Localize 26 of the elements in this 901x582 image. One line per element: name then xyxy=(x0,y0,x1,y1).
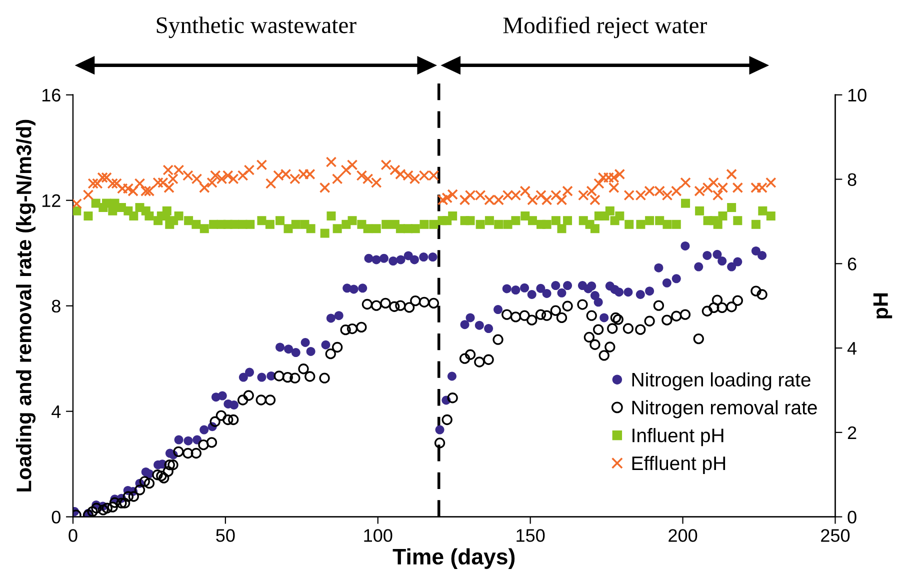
y2-tick-label: 8 xyxy=(848,173,856,186)
x-tick-label: 0 xyxy=(68,529,78,542)
y-tick-label: 16 xyxy=(42,88,60,102)
text: Synthetic wastewater xyxy=(156,16,356,38)
x-tick-label: 50 xyxy=(216,529,235,542)
y2-tick-label: 2 xyxy=(848,426,856,439)
x-tick-label: 100 xyxy=(364,529,392,542)
x-tick-label: 150 xyxy=(516,529,545,542)
text: Modified reject water xyxy=(503,16,707,38)
x-axis-title: Time (days) xyxy=(392,548,515,569)
y2-axis-title: pH xyxy=(873,293,892,318)
legend-label: Effluent pH xyxy=(632,456,726,474)
legend-label: Influent pH xyxy=(632,428,724,446)
y2-tick-label: 6 xyxy=(848,258,856,270)
legend-label: Nitrogen loading rate xyxy=(632,372,810,390)
x-tick-label: 250 xyxy=(821,529,850,542)
y2-tick-label: 0 xyxy=(848,510,856,524)
y-tick-label: 12 xyxy=(42,194,60,207)
y2-tick-label: 4 xyxy=(847,342,857,355)
y-tick-label: 0 xyxy=(52,510,60,524)
y-tick-label: 8 xyxy=(52,300,60,313)
y-axis-title: Loading and removal rate (kg-N/m3/d) xyxy=(16,120,36,492)
y2-tick-label: 10 xyxy=(848,88,866,102)
y-tick-label: 4 xyxy=(52,405,61,418)
x-tick-label: 200 xyxy=(668,529,698,542)
legend-label: Nitrogen removal rate xyxy=(632,400,817,418)
